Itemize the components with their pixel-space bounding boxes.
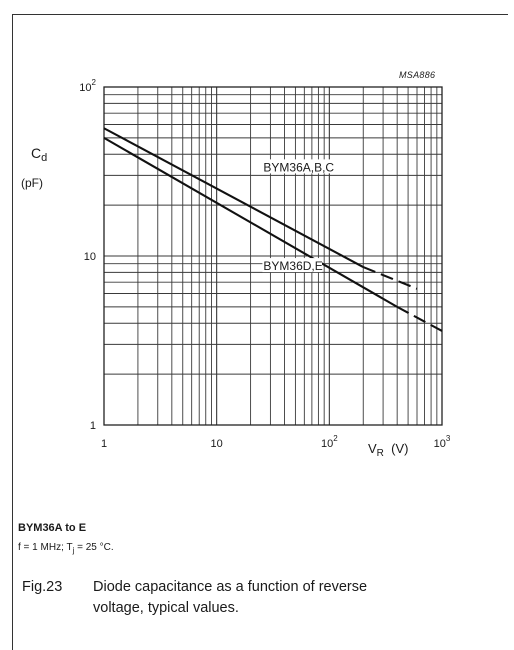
plot-frame xyxy=(103,86,443,426)
y-tick-label: 10 xyxy=(84,251,96,263)
condition-text: f = 1 MHz; T xyxy=(18,542,73,553)
series-label-background xyxy=(262,258,323,273)
figure-caption: Fig.23 Diode capacitance as a function of… xyxy=(22,577,502,619)
x-axis-label: VR (V) xyxy=(368,441,408,459)
y-axis-label: Cd xyxy=(31,146,47,164)
series-line-1 xyxy=(103,127,364,268)
y-tick-label: 1 xyxy=(90,420,96,432)
x-tick-label: 102 xyxy=(321,434,338,450)
x-tick-label: 1 xyxy=(101,438,107,450)
notes-condition: f = 1 MHz; Tj = 25 °C. xyxy=(18,542,114,555)
x-tick-label: 10 xyxy=(211,438,223,450)
caption-line-2: voltage, typical values. xyxy=(93,600,239,617)
figure-reference: MSA886 xyxy=(399,70,436,80)
series-line-2 xyxy=(103,136,398,308)
y-axis-subscript: d xyxy=(41,152,48,164)
x-tick-label: 103 xyxy=(434,434,451,450)
x-axis-unit: (V) xyxy=(391,441,409,456)
y-axis-symbol: C xyxy=(31,145,42,161)
x-axis-subscript: R xyxy=(376,448,384,459)
y-tick-label: 102 xyxy=(79,78,96,94)
series-label-1: BYM36A,B,C xyxy=(263,160,334,174)
series-label-background xyxy=(262,159,337,174)
condition-subscript: j xyxy=(72,546,75,555)
notes-title: BYM36A to E xyxy=(18,522,87,534)
condition-text-end: = 25 °C. xyxy=(74,542,114,553)
series-line-dashed-2 xyxy=(396,305,443,332)
y-axis-unit: (pF) xyxy=(21,176,43,190)
series-line-dashed-1 xyxy=(362,266,418,290)
caption-fig-number: Fig.23 xyxy=(22,579,63,595)
figure-frame xyxy=(12,14,508,650)
x-axis-symbol: V xyxy=(368,441,377,456)
caption-line-1: Diode capacitance as a function of rever… xyxy=(93,579,368,595)
series-label-2: BYM36D,E xyxy=(263,259,322,273)
